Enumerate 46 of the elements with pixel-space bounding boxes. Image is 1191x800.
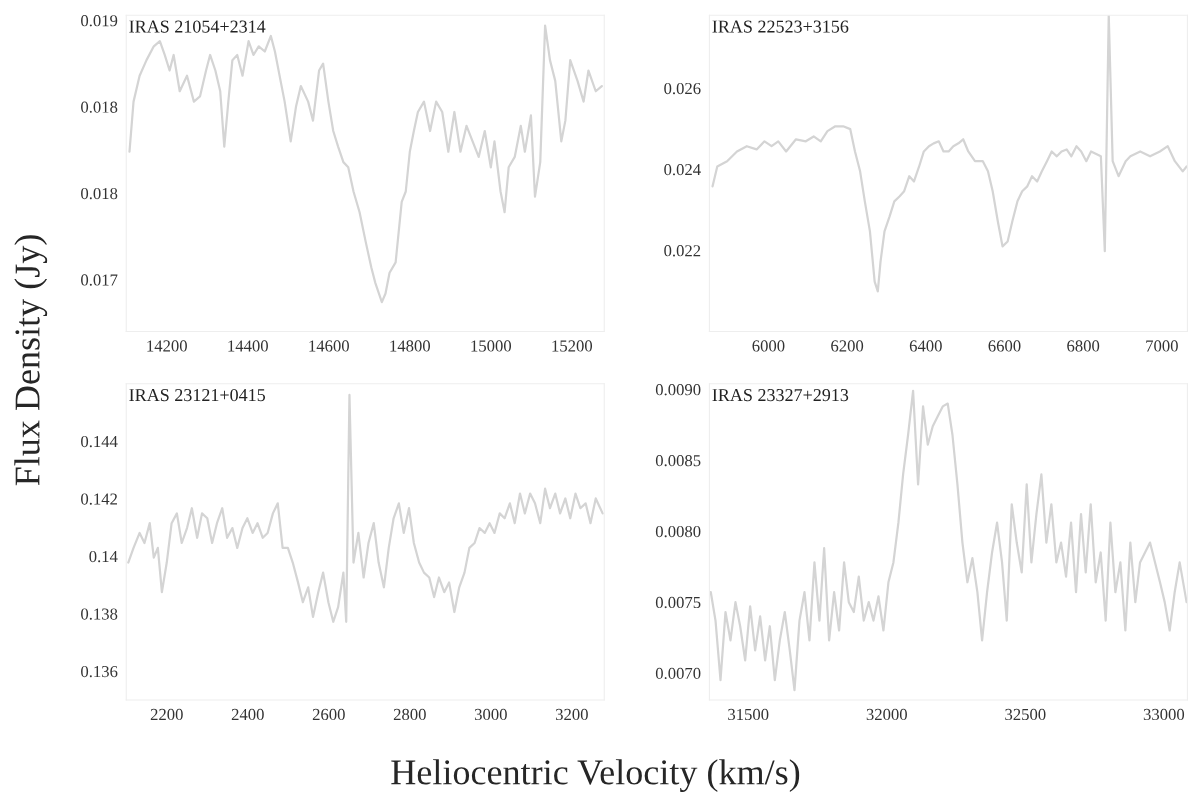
y-tick-label: 0.018 [81,101,118,113]
y-tick-label: 0.018 [81,187,118,200]
chart-title: IRAS 21054+2314 [129,20,266,33]
y-tick-label: 0.0080 [655,525,701,538]
x-tick-label: 2200 [150,708,183,721]
x-tick-label: 6600 [988,340,1021,352]
x-tick-label: 14200 [147,340,187,352]
x-tick-label: 6000 [752,340,785,352]
x-tick-label: 2600 [312,708,345,721]
chart-title: IRAS 23121+0415 [129,388,266,402]
x-tick-label: 31500 [728,708,769,721]
y-tick-label: 0.138 [81,608,118,620]
y-tick-label: 0.0090 [655,384,701,396]
x-tick-label: 14800 [390,340,431,352]
x-tick-label: 7000 [1146,340,1178,352]
x-tick-label: 32500 [1005,708,1046,721]
x-tick-label: 14600 [309,340,349,352]
y-tick-label: 0.142 [81,493,117,505]
x-tick-label: 6200 [831,340,864,352]
y-tick-label: 0.0085 [655,454,701,467]
x-tick-label: 3200 [555,708,588,721]
x-tick-label: 32000 [866,708,907,721]
x-tick-label: 2800 [393,708,426,721]
line-series [709,389,1188,692]
x-tick-label: 6800 [1067,340,1100,352]
y-tick-label: 0.136 [81,665,118,678]
x-tick-label: 2400 [231,708,264,721]
x-tick-label: 3000 [474,708,507,721]
x-tick-label: 15000 [471,340,512,352]
chart-title: IRAS 23327+2913 [712,389,849,402]
y-tick-label: 0.14 [89,550,118,563]
chart-title: IRAS 22523+3156 [712,20,849,33]
x-tick-label: 33000 [1143,708,1185,721]
y-tick-label: 0.144 [81,435,118,448]
y-tick-label: 0.0070 [655,667,701,680]
x-tick-label: 14400 [228,340,268,352]
y-tick-label: 0.024 [664,164,701,176]
x-axis-title: Heliocentric Velocity (km/s) [391,759,800,792]
y-tick-label: 0.019 [81,15,118,27]
x-tick-label: 15200 [552,340,593,352]
y-axis-title: Flux Density (Jy) [14,235,48,486]
y-tick-label: 0.0075 [655,596,701,609]
y-tick-label: 0.017 [81,274,118,286]
x-tick-label: 6400 [909,340,942,352]
y-tick-label: 0.022 [664,245,701,257]
y-tick-label: 0.026 [664,82,701,95]
